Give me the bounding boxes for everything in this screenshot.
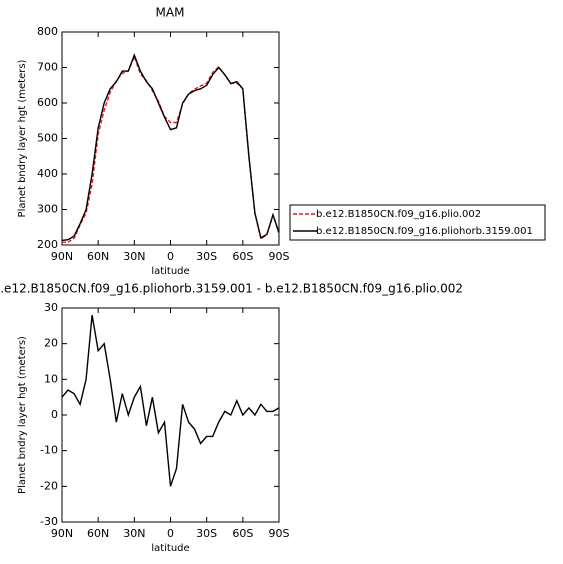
y-tick-label: 400 — [37, 167, 58, 180]
y-tick-label: 10 — [44, 372, 58, 385]
y-tick-label: 20 — [44, 337, 58, 350]
x-tick-label: 0 — [167, 250, 174, 263]
y-tick-label: 300 — [37, 203, 58, 216]
x-tick-label: 60S — [232, 527, 253, 540]
y-tick-label: -10 — [40, 444, 58, 457]
x-tick-label: 30N — [123, 527, 145, 540]
plot-frame — [61, 31, 280, 246]
legend-label: b.e12.B1850CN.f09_g16.plio.002 — [316, 209, 481, 220]
y-tick-label: -30 — [40, 515, 58, 528]
chart-title: b.e12.B1850CN.f09_g16.pliohorb.3159.001 … — [0, 282, 463, 296]
y-tick-label: 200 — [37, 238, 58, 251]
x-tick-label: 30S — [196, 527, 217, 540]
y-tick-label: 700 — [37, 61, 58, 74]
x-tick-label: 60N — [87, 527, 109, 540]
x-tick-label: 0 — [167, 527, 174, 540]
plot-frame — [61, 307, 280, 523]
legend-box — [289, 204, 546, 241]
y-axis-label: Planet bndry layer hgt (meters) — [17, 59, 28, 217]
x-tick-label: 90S — [269, 527, 290, 540]
x-tick-label: 60S — [232, 250, 253, 263]
x-axis-label: latitude — [151, 266, 189, 277]
x-tick-label: 60N — [87, 250, 109, 263]
x-tick-label: 90S — [269, 250, 290, 263]
y-tick-label: -20 — [40, 479, 58, 492]
data-line — [62, 54, 280, 243]
y-tick-label: 0 — [51, 408, 58, 421]
legend-label: b.e12.B1850CN.f09_g16.pliohorb.3159.001 — [316, 226, 533, 237]
y-tick-label: 30 — [44, 301, 58, 314]
x-tick-label: 90N — [51, 527, 73, 540]
data-line — [61, 53, 280, 242]
x-tick-label: 30N — [123, 250, 145, 263]
x-axis-label: latitude — [151, 543, 189, 554]
data-line — [61, 314, 280, 487]
chart-title: MAM — [156, 6, 185, 20]
y-axis-label: Planet bndry layer hgt (meters) — [17, 336, 28, 494]
y-tick-label: 500 — [37, 132, 58, 145]
y-tick-label: 600 — [37, 96, 58, 109]
x-tick-label: 30S — [196, 250, 217, 263]
y-tick-label: 800 — [37, 25, 58, 38]
x-tick-label: 90N — [51, 250, 73, 263]
